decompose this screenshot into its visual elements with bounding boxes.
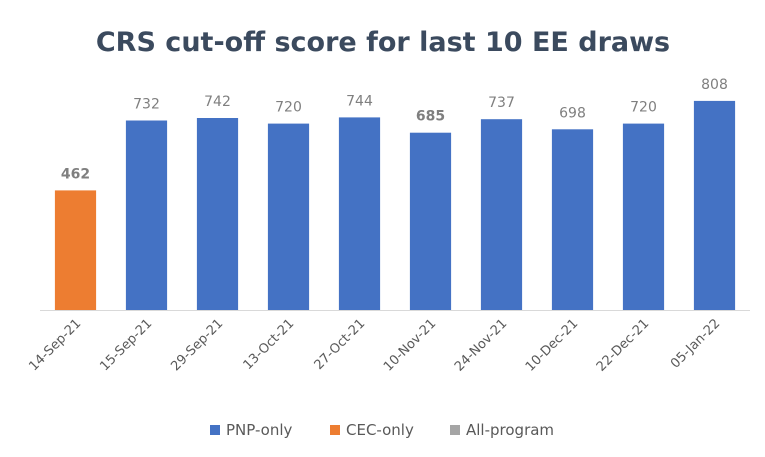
chart-title: CRS cut-off score for last 10 EE draws (96, 27, 670, 58)
x-tick-label: 22-Dec-21 (594, 316, 652, 374)
bar-05-Jan-22 (693, 100, 736, 311)
bar-27-Oct-21 (338, 117, 381, 311)
legend-label: PNP-only (226, 421, 293, 439)
legend-item-PNP-only: PNP-only (210, 421, 293, 439)
legend-label: CEC-only (346, 421, 414, 439)
bar-22-Dec-21 (622, 123, 665, 310)
data-label: 720 (275, 100, 302, 116)
data-label: 742 (204, 94, 231, 110)
x-tick-label: 10-Dec-21 (523, 316, 581, 374)
data-label: 732 (133, 97, 160, 113)
data-label: 685 (416, 109, 445, 125)
data-label: 737 (488, 95, 515, 111)
data-label: 462 (61, 166, 90, 182)
bar-13-Oct-21 (267, 123, 310, 310)
x-tick-label: 05-Jan-22 (668, 316, 723, 371)
plot-area: 462 732 742 720 744 685 737 698 720 808 (54, 77, 736, 311)
legend-swatch (450, 425, 460, 435)
bar-15-Sep-21 (125, 120, 168, 310)
legend-item-CEC-only: CEC-only (330, 421, 414, 439)
x-tick-label: 29-Sep-21 (168, 316, 226, 374)
data-label: 720 (630, 100, 657, 116)
legend-label: All-program (466, 421, 554, 439)
bar-29-Sep-21 (196, 118, 239, 310)
x-axis: 14-Sep-21 15-Sep-21 29-Sep-21 13-Oct-21 27-O… (26, 310, 750, 375)
bar-14-Sep-21 (54, 190, 97, 310)
legend-item-All-program: All-program (450, 421, 554, 439)
x-tick-label: 24-Nov-21 (452, 316, 510, 374)
legend-swatch (210, 425, 220, 435)
data-label: 808 (701, 77, 728, 93)
data-label: 744 (346, 93, 373, 109)
x-tick-label: 10-Nov-21 (381, 316, 439, 374)
data-label: 698 (559, 105, 586, 121)
bar-10-Dec-21 (551, 129, 594, 310)
x-tick-label: 27-Oct-21 (312, 316, 369, 373)
legend-swatch (330, 425, 340, 435)
x-tick-label: 15-Sep-21 (97, 316, 155, 374)
bar-24-Nov-21 (480, 119, 523, 310)
legend: PNP-only CEC-only All-program (210, 421, 554, 439)
x-tick-label: 14-Sep-21 (26, 316, 84, 374)
bar-10-Nov-21 (409, 132, 452, 310)
x-tick-label: 13-Oct-21 (241, 316, 298, 373)
